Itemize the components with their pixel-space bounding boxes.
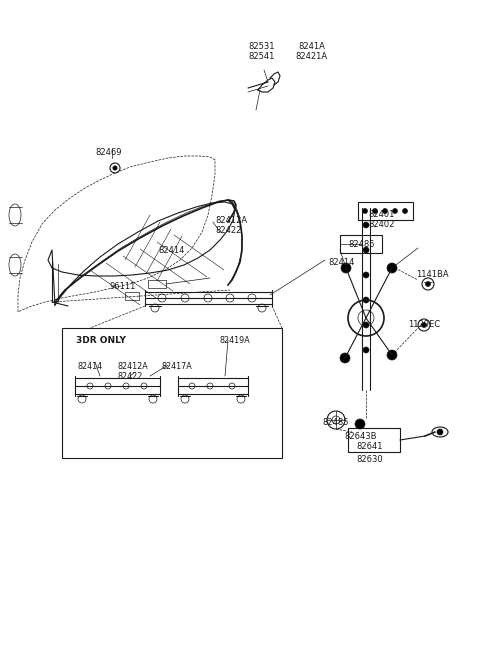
Circle shape — [372, 208, 377, 214]
Text: 82412A: 82412A — [215, 216, 247, 225]
Text: 82419A: 82419A — [220, 336, 251, 345]
Text: 82531: 82531 — [248, 42, 275, 51]
Text: 82469: 82469 — [95, 148, 121, 157]
Text: 82641: 82641 — [356, 442, 383, 451]
Circle shape — [363, 272, 369, 278]
Circle shape — [425, 281, 431, 286]
Circle shape — [113, 166, 117, 170]
Circle shape — [363, 297, 369, 303]
Circle shape — [362, 208, 368, 214]
Text: 82485: 82485 — [348, 240, 374, 249]
Circle shape — [387, 263, 397, 273]
Circle shape — [363, 347, 369, 353]
Text: 82421A: 82421A — [295, 52, 327, 61]
Text: 8241A: 8241A — [298, 42, 325, 51]
Bar — [148, 280, 166, 288]
Text: 82412A: 82412A — [118, 362, 149, 371]
Text: 82402: 82402 — [368, 220, 395, 229]
Text: 82422: 82422 — [118, 372, 144, 381]
Circle shape — [355, 419, 365, 429]
Bar — [62, 328, 282, 458]
Circle shape — [363, 222, 369, 228]
Text: 1141BA: 1141BA — [416, 270, 449, 279]
Text: 82630: 82630 — [356, 455, 383, 464]
Text: 82485: 82485 — [322, 418, 348, 427]
Circle shape — [363, 247, 369, 253]
Circle shape — [383, 208, 387, 214]
Bar — [340, 235, 382, 253]
Text: 82401: 82401 — [368, 210, 395, 219]
Circle shape — [393, 208, 397, 214]
Text: 3DR ONLY: 3DR ONLY — [76, 336, 126, 345]
Text: 82414: 82414 — [78, 362, 103, 371]
Bar — [125, 292, 139, 300]
Circle shape — [437, 429, 443, 435]
Text: 1129EC: 1129EC — [408, 320, 440, 329]
Circle shape — [363, 322, 369, 328]
Bar — [358, 202, 413, 220]
Text: 82541: 82541 — [248, 52, 275, 61]
Circle shape — [421, 323, 427, 327]
Circle shape — [403, 208, 408, 214]
Circle shape — [340, 353, 350, 363]
Circle shape — [387, 350, 397, 360]
Bar — [348, 428, 400, 452]
Circle shape — [341, 263, 351, 273]
Text: 82414: 82414 — [328, 258, 354, 267]
Text: 82417A: 82417A — [162, 362, 193, 371]
Text: 82643B: 82643B — [344, 432, 376, 441]
Text: 82414: 82414 — [158, 246, 184, 255]
Text: 96111: 96111 — [110, 282, 136, 291]
Text: 82422: 82422 — [215, 226, 241, 235]
